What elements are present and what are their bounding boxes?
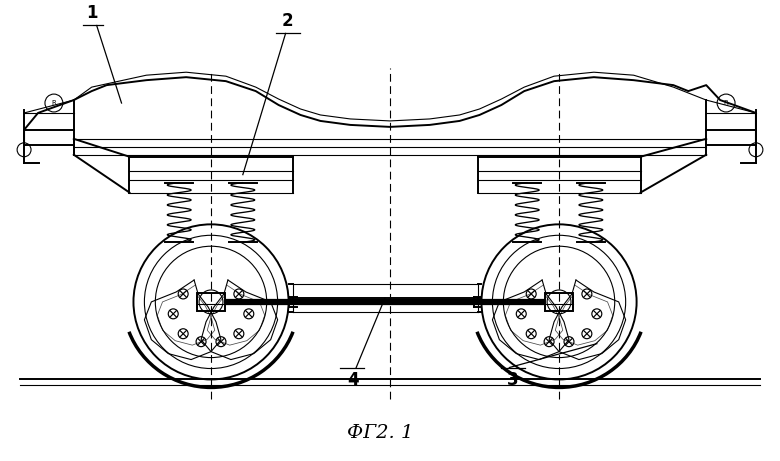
Text: 4: 4: [347, 371, 359, 389]
Bar: [545, 293, 573, 311]
Text: 2: 2: [282, 12, 293, 30]
Text: R: R: [51, 100, 56, 106]
Text: R: R: [724, 100, 729, 106]
Text: ФГ2. 1: ФГ2. 1: [347, 424, 413, 442]
Bar: [197, 293, 225, 311]
Text: 3: 3: [506, 371, 518, 389]
Text: 1: 1: [86, 5, 98, 23]
